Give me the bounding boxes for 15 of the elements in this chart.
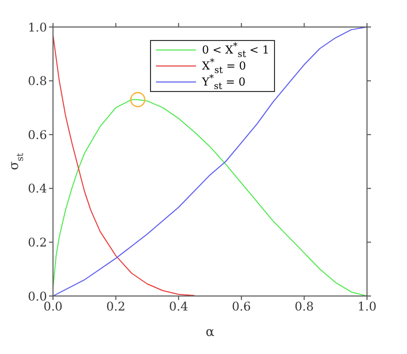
- legend-label: X$^{*}$$_{st}$ = 0: [202, 56, 246, 76]
- legend-label: 0 < X$^{*}$$_{st}$ < 1: [202, 40, 270, 60]
- y-tick-label: 0.6: [28, 128, 47, 142]
- y-tick-label: 0.4: [28, 182, 48, 196]
- x-tick-label: 0.6: [232, 300, 251, 314]
- legend-label: Y$^{*}$$_{st}$ = 0: [202, 72, 246, 92]
- y-tick-label: 1.0: [28, 20, 47, 34]
- y-tick-label: 0.2: [28, 235, 47, 250]
- x-tick-label: 0.8: [294, 300, 314, 314]
- x-tick-label: 1.0: [357, 300, 377, 314]
- x-tick-label: 0.2: [106, 300, 126, 314]
- y-tick-label: 0.8: [28, 74, 47, 88]
- x-axis-title: α: [206, 325, 215, 340]
- line-series: [53, 34, 195, 296]
- x-tick-label: 0.4: [169, 300, 188, 314]
